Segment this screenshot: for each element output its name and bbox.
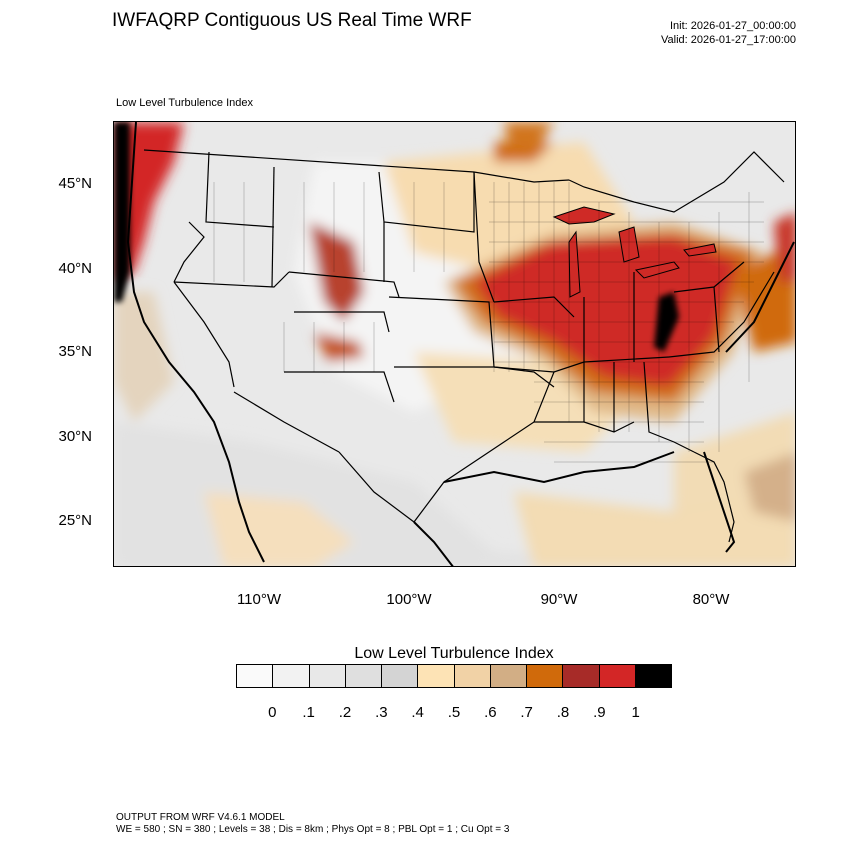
- lat-tick-30: 30°N: [58, 428, 92, 445]
- colorbar-label: .6: [484, 704, 497, 721]
- colorbar: [236, 664, 672, 688]
- colorbar-box: [309, 665, 346, 687]
- model-config: WE = 580 ; SN = 380 ; Levels = 38 ; Dis …: [116, 824, 510, 835]
- colorbar-box: [563, 665, 600, 687]
- field-label: Low Level Turbulence Index: [116, 97, 253, 109]
- colorbar-label: .8: [556, 704, 570, 721]
- lon-tick-90: 90°W: [540, 591, 578, 608]
- lat-tick-45: 45°N: [58, 175, 92, 192]
- lat-tick-35: 35°N: [58, 343, 92, 360]
- colorbar-label: .5: [447, 704, 461, 721]
- lon-tick-110: 110°W: [236, 591, 282, 608]
- colorbar-label: .2: [338, 704, 352, 721]
- lat-tick-40: 40°N: [58, 260, 92, 277]
- colorbar-box: [418, 665, 455, 687]
- colorbar-label: .3: [375, 704, 388, 721]
- colorbar-label: .1: [302, 704, 315, 721]
- colorbar-box: [635, 665, 671, 687]
- init-time: Init: 2026-01-27_00:00:00: [670, 20, 796, 32]
- colorbar-label: .7: [520, 704, 533, 721]
- colorbar-label: 0: [268, 704, 277, 721]
- model-info: OUTPUT FROM WRF V4.6.1 MODEL: [116, 812, 285, 823]
- colorbar-box: [345, 665, 382, 687]
- colorbar-label: .4: [411, 704, 424, 721]
- colorbar-box: [237, 665, 274, 687]
- colorbar-label: 1: [631, 704, 640, 721]
- colorbar-box: [273, 665, 310, 687]
- map-title: IWFAQRP Contiguous US Real Time WRF: [112, 10, 472, 31]
- lon-tick-80: 80°W: [692, 591, 730, 608]
- lon-tick-100: 100°W: [386, 591, 432, 608]
- colorbar-title: Low Level Turbulence Index: [354, 645, 554, 662]
- colorbar-box: [599, 665, 636, 687]
- colorbar-box: [490, 665, 527, 687]
- colorbar-box: [454, 665, 491, 687]
- map-canvas: [114, 122, 795, 566]
- colorbar-label: .9: [593, 704, 606, 721]
- turbulence-map: [113, 121, 796, 567]
- coastline: [126, 122, 795, 566]
- county-boundaries: [213, 182, 764, 463]
- valid-time: Valid: 2026-01-27_17:00:00: [661, 34, 796, 46]
- lat-tick-25: 25°N: [58, 512, 92, 529]
- colorbar-box: [382, 665, 419, 687]
- colorbar-box: [527, 665, 564, 687]
